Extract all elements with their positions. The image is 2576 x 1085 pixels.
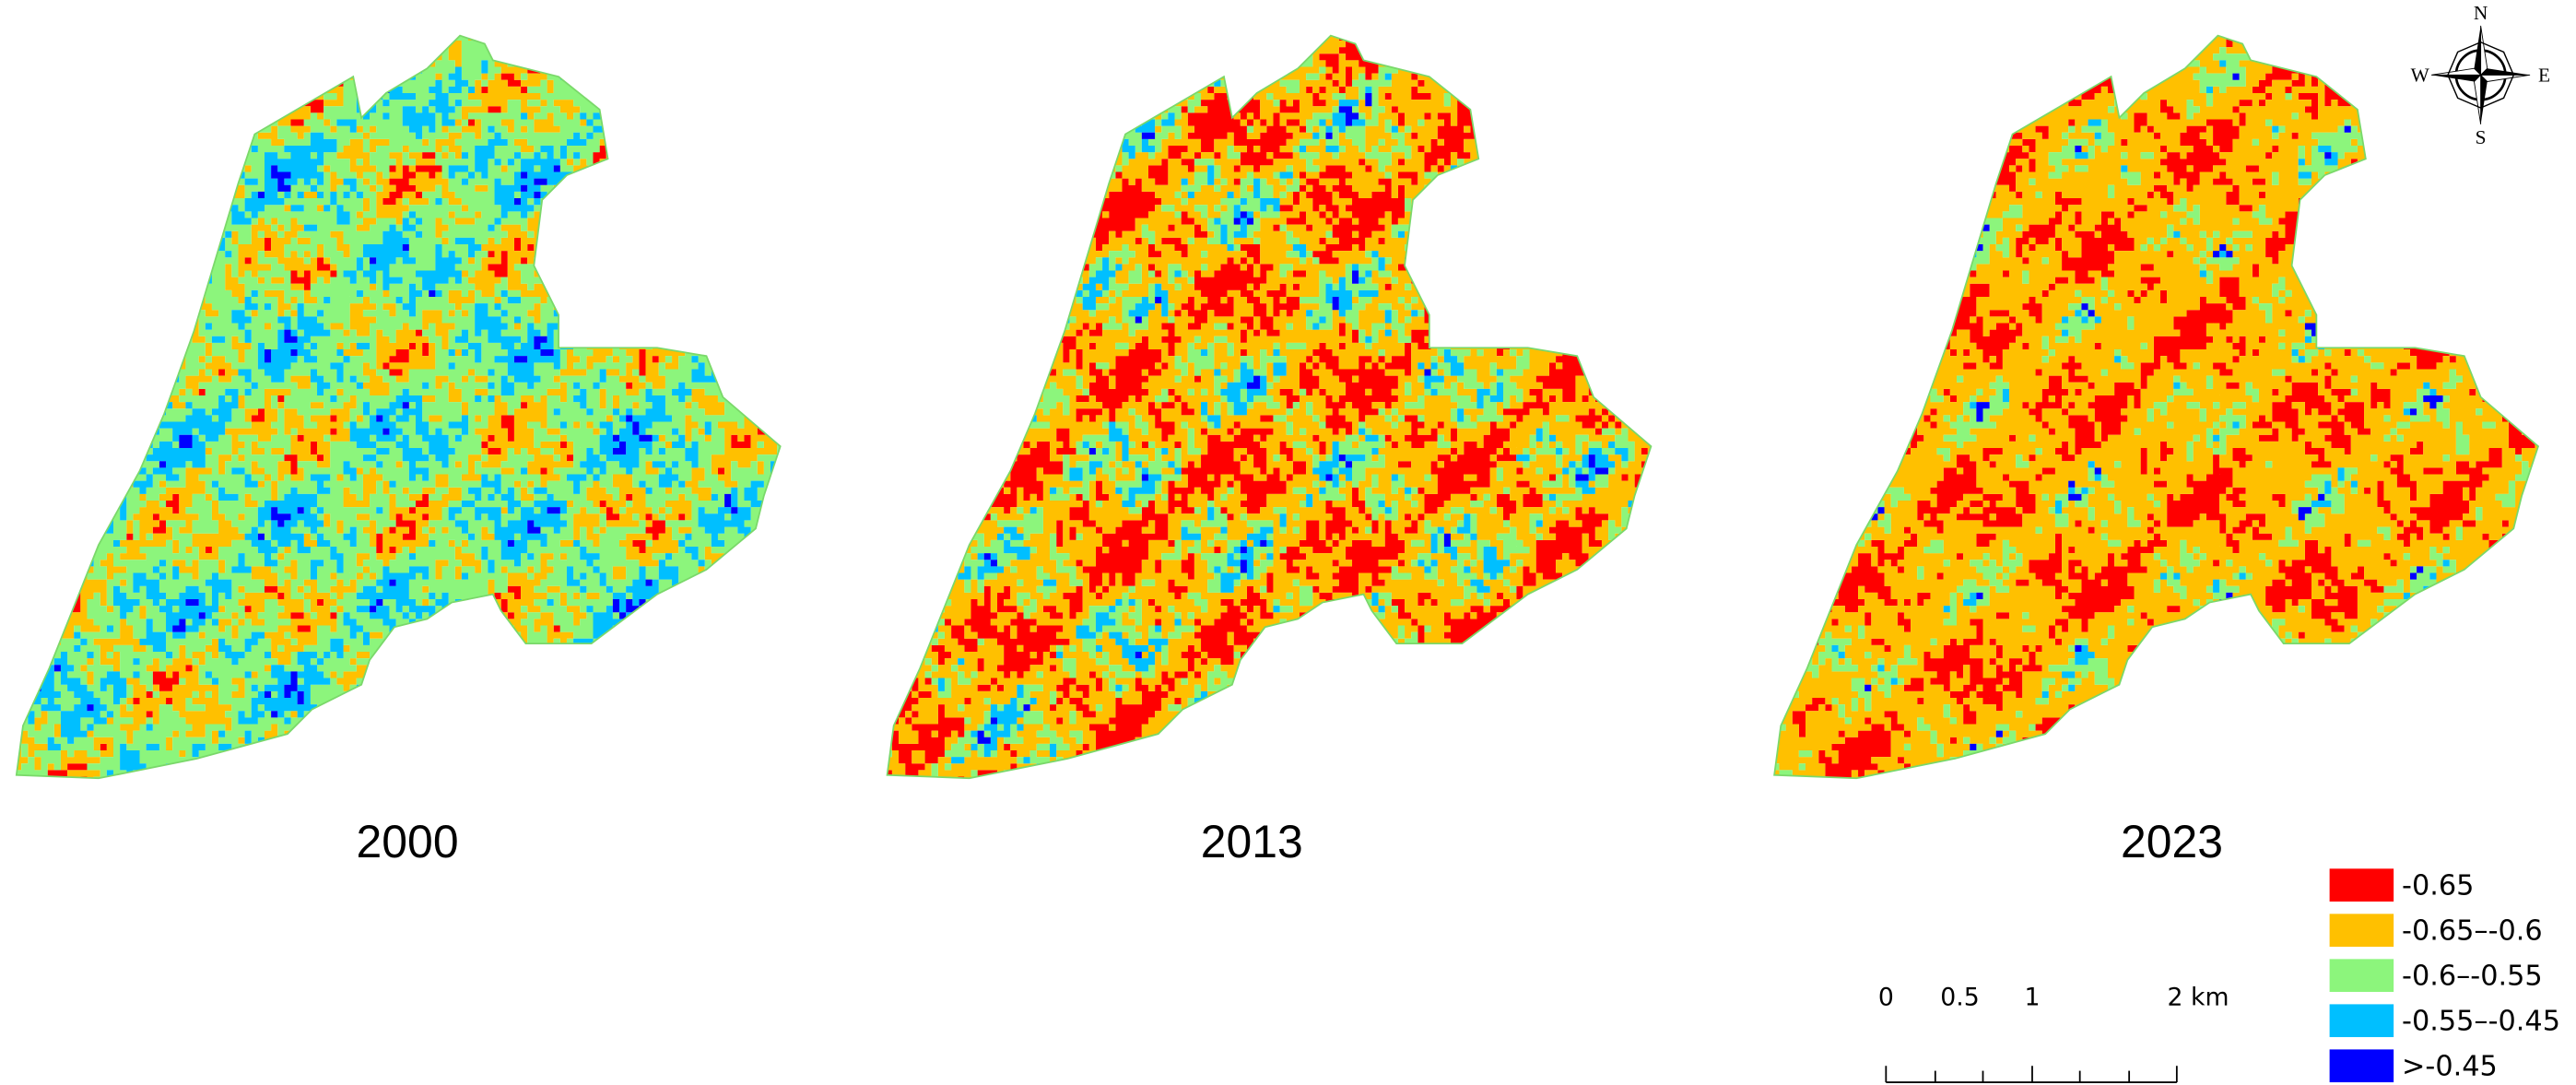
year-label: 2013	[1201, 816, 1303, 867]
scale-label: 1	[2024, 983, 2040, 1011]
map-panel	[887, 35, 1652, 779]
compass-s: S	[2476, 126, 2487, 148]
compass-n: N	[2474, 2, 2488, 24]
compass-star	[2447, 41, 2515, 109]
compass: N S E W	[2411, 2, 2550, 148]
maps	[15, 34, 2540, 780]
map-class-cells	[16, 35, 781, 779]
year-label: 2023	[2121, 816, 2223, 867]
map-outline	[1773, 34, 2540, 780]
map-class-cells	[1774, 35, 2539, 779]
map-outline	[15, 34, 782, 780]
map-class-cells	[1864, 40, 2443, 779]
legend-label: -0.6–-0.55	[2402, 960, 2543, 992]
compass-star	[2479, 74, 2531, 82]
scale-label: 0	[1878, 983, 1894, 1011]
legend-swatch	[2329, 868, 2394, 902]
map-class-cells	[887, 35, 1652, 779]
compass-star	[2480, 25, 2488, 77]
legend-swatch	[2329, 959, 2394, 993]
compass-star	[2474, 74, 2482, 124]
compass-e: E	[2538, 65, 2550, 87]
map-outline	[886, 34, 1653, 780]
map-class-cells	[16, 60, 781, 779]
legend-swatch	[2329, 914, 2394, 948]
legend-label: -0.55–-0.45	[2402, 1005, 2560, 1037]
map-panel	[16, 35, 781, 779]
legend: -0.65 -0.65–-0.6 -0.6–-0.55 -0.55–-0.45 >-0.…	[2329, 868, 2560, 1083]
map-class-cells	[16, 35, 781, 779]
legend-swatch	[2329, 1049, 2394, 1083]
legend-label: -0.65–-0.6	[2402, 914, 2543, 947]
map-panel	[1774, 35, 2539, 779]
scale-bar	[1885, 1066, 2178, 1083]
legend-swatch	[2329, 1004, 2394, 1038]
compass-star	[2431, 67, 2482, 76]
scale-label: 2 km	[2168, 983, 2229, 1011]
scale-label: 0.5	[1940, 983, 1980, 1011]
legend-label: >-0.45	[2402, 1051, 2498, 1083]
legend-label: -0.65	[2402, 869, 2474, 902]
year-label: 2000	[357, 816, 459, 867]
map-class-cells	[887, 35, 1622, 750]
compass-w: W	[2411, 65, 2430, 87]
